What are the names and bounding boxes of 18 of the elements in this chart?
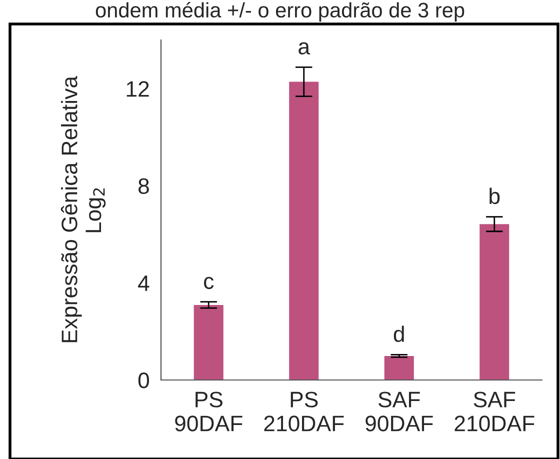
bar: [194, 304, 224, 380]
annotation: b: [490, 188, 500, 204]
y-tick-label: 12: [126, 81, 149, 97]
x-tick-label: SAF 90DAF: [366, 392, 433, 432]
y-tick-label: 8: [138, 178, 149, 194]
bar: [480, 224, 510, 380]
y-tick-label: 4: [138, 276, 150, 291]
annotation: a: [298, 42, 310, 54]
annotation: c: [204, 276, 214, 290]
text: ondem média +/- o erro padrão de 3 rep: [96, 2, 464, 22]
x-tick-label: PS 210DAF: [264, 392, 344, 432]
y-axis-title: Expressão Gênica Relativa Log$_{2}$: [60, 76, 106, 342]
bar: [384, 356, 414, 380]
x-tick-label: PS 90DAF: [175, 392, 242, 432]
x-tick-label: SAF 210DAF: [454, 392, 534, 432]
y-tick-label: 0: [138, 372, 150, 388]
annotation: d: [394, 326, 404, 342]
bar: [289, 82, 319, 380]
